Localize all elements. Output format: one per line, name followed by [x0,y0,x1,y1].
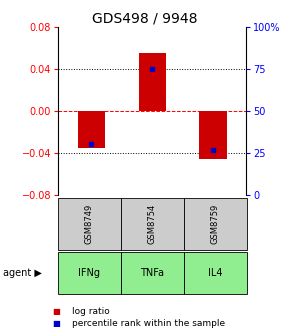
Text: GSM8754: GSM8754 [148,204,157,244]
Text: GSM8759: GSM8759 [211,204,220,244]
Text: ■: ■ [52,319,60,328]
Bar [200,111,227,159]
Text: IL4: IL4 [208,268,222,278]
Text: agent ▶: agent ▶ [3,268,42,278]
Text: IFNg: IFNg [78,268,100,278]
Bar [139,53,166,111]
Bar [78,111,105,148]
Text: GDS498 / 9948: GDS498 / 9948 [92,12,198,26]
Text: TNFa: TNFa [140,268,164,278]
Text: GSM8749: GSM8749 [85,204,94,244]
Text: percentile rank within the sample: percentile rank within the sample [72,319,226,328]
Text: log ratio: log ratio [72,307,110,316]
Text: ■: ■ [52,307,60,316]
